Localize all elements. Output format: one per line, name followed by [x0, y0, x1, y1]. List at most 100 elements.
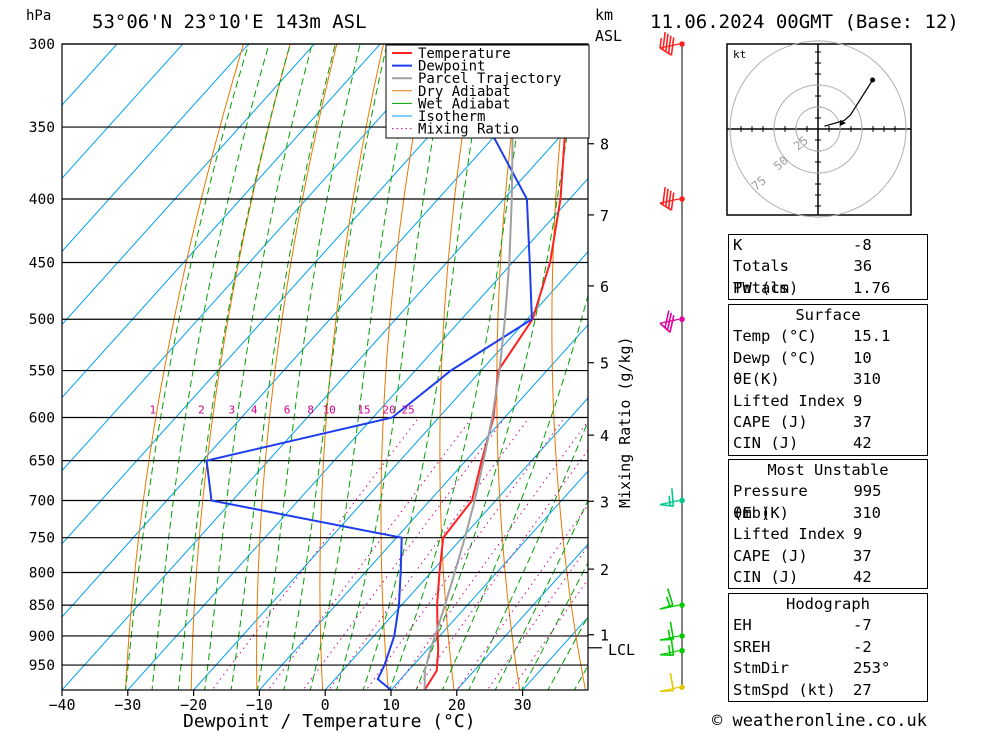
mixing-ratio-line	[302, 417, 506, 690]
hodograph-unit-label: kt	[733, 48, 746, 61]
hodograph-row: SREH -2	[733, 637, 872, 656]
hodograph-ring	[795, 106, 841, 152]
hodograph-end-point	[870, 77, 876, 83]
mixing-ratio-label: 3	[228, 403, 235, 416]
hodograph-row: StmDir 253°	[733, 659, 891, 678]
wind-barb-half-feather	[666, 596, 671, 607]
legend-box	[385, 44, 590, 139]
mixing-ratio-line	[510, 578, 588, 690]
surface-row: CAPE (J) 37	[733, 412, 872, 431]
wind-level-dot	[679, 41, 685, 47]
parcel-trajectory-line	[423, 44, 517, 690]
wind-barb-feather	[666, 588, 674, 606]
temperature-tick-label: 30	[514, 696, 532, 714]
pressure-tick-label: 450	[29, 255, 55, 271]
plot-frame	[61, 43, 589, 691]
wind-barb-half-feather	[659, 38, 663, 49]
dry-adiabat-line	[942, 26, 1000, 693]
hodograph-title: Hodograph	[786, 595, 870, 613]
wind-barb-half-feather	[668, 495, 671, 506]
wind-barb	[659, 621, 680, 641]
wind-level-dot	[679, 497, 685, 504]
legend-label: Temperature	[418, 46, 511, 62]
mixing-ratio-line	[365, 417, 566, 690]
km-tick-label: 3	[600, 493, 609, 511]
wind-barb-link	[659, 318, 680, 324]
wet-adiabat-line	[283, 44, 388, 690]
isotherm-line	[62, 44, 184, 179]
most-unstable-title: Most Unstable	[767, 461, 889, 479]
isotherm-line	[258, 324, 588, 690]
location-title: 53°06'N 23°10'E 143m ASL	[92, 11, 367, 33]
wind-barb	[659, 588, 680, 610]
mixing-ratio-label: 8	[307, 403, 314, 416]
pressure-tick-label: 600	[29, 410, 55, 426]
wind-barb-staff	[659, 503, 674, 508]
temperature-tick-label: −30	[114, 696, 141, 714]
isotherm-line	[127, 177, 588, 690]
pressure-tick-label: 550	[29, 364, 55, 380]
index-row-totals: Totals Totals 36	[733, 257, 873, 297]
dry-adiabat-line	[319, 44, 385, 690]
wind-level-dot	[679, 316, 685, 323]
pressure-tick-label: 950	[29, 658, 55, 674]
lcl-label: LCL	[608, 641, 635, 659]
pressure-tick-label: 900	[29, 629, 55, 645]
hodograph-row: EH -7	[733, 616, 872, 635]
temperature-tick-label: 0	[321, 696, 330, 714]
wind-barb-feather	[670, 192, 675, 211]
axes: −40 −30 −20 −10 0 10 20 30 1 2 3 4 6 8 10 15 20 25	[48, 403, 531, 714]
wet-adiabat-line	[230, 44, 336, 690]
km-tick-label: 8	[600, 136, 609, 154]
index-row-k: K -8	[733, 236, 872, 254]
wind-barb-link	[659, 198, 680, 204]
wind-barb-link	[659, 43, 680, 49]
isotherm-line	[456, 543, 588, 690]
pressure-tick-label: 500	[29, 312, 55, 328]
wind-level-dot	[679, 602, 685, 608]
km-tick-label: 5	[600, 355, 609, 373]
isotherm-line	[324, 397, 588, 690]
surface-row: CIN (J) 42	[733, 434, 872, 453]
wind-barb	[659, 673, 680, 693]
wind-barb	[659, 32, 680, 56]
wind-profile	[659, 32, 685, 693]
isotherm-line	[192, 251, 588, 690]
wet-adiabat-line	[256, 44, 361, 690]
wind-barb-link	[659, 635, 680, 641]
wind-barb-link	[659, 499, 680, 506]
hodograph-arrow-head	[840, 120, 846, 126]
temperature-line	[423, 44, 578, 690]
legend-label: Parcel Trajectory	[418, 71, 561, 87]
mixing-ratio-label: 25	[401, 403, 414, 416]
isotherm-line	[62, 44, 316, 326]
wind-barb	[659, 488, 680, 508]
legend-label: Dry Adiabat	[418, 84, 511, 100]
wet-adiabat-line	[468, 420, 588, 690]
wind-barb-feather	[664, 33, 669, 52]
background-lines	[62, 26, 1000, 693]
dewpoint-line	[205, 44, 533, 690]
wind-level-dot	[679, 633, 685, 639]
wet-adiabat-line	[177, 44, 291, 690]
hodograph-ring	[773, 84, 863, 174]
pressure-tick-label: 750	[29, 531, 55, 547]
wind-barb-link	[659, 686, 680, 692]
most-unstable-row: Lifted Index 9	[733, 525, 863, 544]
mixing-ratio-label: 15	[357, 403, 370, 416]
mixing-ratio-line	[456, 503, 588, 690]
dry-adiabat-line	[988, 26, 1000, 693]
site-credit[interactable]: © weatheronline.co.uk	[712, 711, 927, 731]
wet-adiabat-line	[151, 44, 270, 690]
pressure-tick-label: 850	[29, 598, 55, 614]
legend-label: Mixing Ratio	[418, 122, 519, 138]
index-row-pw: PW (cm) 1.76	[733, 278, 891, 297]
legend-label: Wet Adiabat	[418, 96, 511, 112]
profiles	[205, 44, 578, 690]
isotherm-line	[390, 470, 588, 690]
isotherm-line	[62, 44, 250, 253]
pressure-tick-label: 650	[29, 454, 55, 470]
mixing-ratio-label: 10	[323, 403, 336, 416]
